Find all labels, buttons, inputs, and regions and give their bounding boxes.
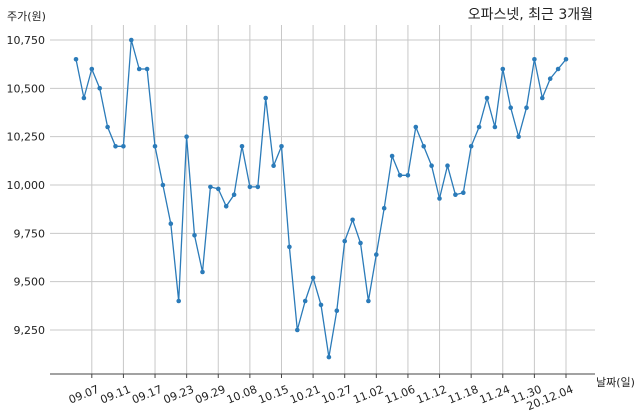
y-tick-label: 9,250 bbox=[14, 324, 46, 337]
y-tick-labels: 9,250 9,500 9,750 10,000 10,250 10,500 10,750 bbox=[7, 34, 46, 337]
x-tick-label: 10.08 bbox=[225, 383, 259, 407]
data-point bbox=[160, 182, 166, 188]
y-tick-label: 10,250 bbox=[7, 131, 46, 144]
x-tick-label: 10.15 bbox=[257, 383, 291, 407]
y-tick-label: 10,750 bbox=[7, 34, 46, 47]
data-point bbox=[239, 144, 245, 149]
data-point bbox=[381, 205, 387, 211]
data-point bbox=[302, 298, 308, 304]
data-point bbox=[374, 252, 379, 257]
data-point bbox=[192, 233, 197, 238]
data-point bbox=[555, 66, 561, 72]
data-point bbox=[405, 173, 411, 178]
data-point bbox=[334, 308, 340, 314]
data-point bbox=[326, 354, 332, 360]
data-point bbox=[532, 57, 537, 62]
data-point bbox=[105, 124, 110, 130]
y-tick-label: 9,750 bbox=[14, 227, 46, 240]
data-point bbox=[492, 124, 498, 130]
x-tick-label: 11.18 bbox=[446, 383, 480, 407]
data-point bbox=[208, 184, 213, 190]
data-point bbox=[540, 95, 545, 101]
data-point bbox=[136, 66, 142, 72]
data-point bbox=[279, 144, 284, 149]
x-tick-label: 09.17 bbox=[130, 383, 164, 407]
data-point bbox=[121, 144, 126, 149]
data-point bbox=[342, 238, 348, 244]
data-point bbox=[231, 192, 237, 197]
data-point bbox=[468, 144, 474, 149]
data-point bbox=[389, 153, 395, 159]
y-tick-label: 10,000 bbox=[7, 179, 46, 192]
data-point bbox=[461, 190, 466, 195]
price-line bbox=[75, 39, 567, 358]
data-point bbox=[397, 173, 403, 178]
chart-title: 오파스넷, 최근 3개월 bbox=[468, 7, 593, 23]
data-point bbox=[271, 163, 276, 168]
x-tick-label: 11.06 bbox=[383, 383, 417, 407]
data-point bbox=[184, 134, 189, 139]
x-tick-label: 09.07 bbox=[67, 383, 101, 407]
data-point bbox=[453, 192, 458, 197]
data-point bbox=[223, 204, 229, 209]
data-point bbox=[81, 95, 87, 101]
x-tick-label: 10.27 bbox=[320, 383, 354, 407]
data-point bbox=[318, 302, 324, 308]
y-axis-label: 주가(원) bbox=[7, 10, 46, 23]
data-point bbox=[421, 144, 427, 149]
data-point bbox=[547, 76, 553, 81]
data-point bbox=[524, 105, 529, 110]
x-tick-label: 11.02 bbox=[351, 383, 385, 407]
data-point bbox=[263, 95, 269, 101]
data-point bbox=[216, 186, 221, 192]
data-point bbox=[113, 144, 118, 149]
data-point bbox=[563, 57, 569, 62]
data-point bbox=[144, 66, 150, 72]
data-point bbox=[152, 144, 158, 149]
data-point bbox=[500, 66, 506, 72]
x-tick-label: 11.24 bbox=[478, 383, 512, 407]
x-tick-label: 09.29 bbox=[193, 383, 227, 407]
data-point bbox=[350, 217, 355, 223]
x-tick-label: 11.12 bbox=[415, 383, 449, 407]
data-point bbox=[429, 163, 434, 168]
data-point bbox=[413, 124, 419, 130]
data-point bbox=[358, 240, 363, 246]
x-tick-label: 09.11 bbox=[98, 383, 132, 407]
x-tick-label: 09.23 bbox=[162, 383, 196, 407]
x-tick-labels: 09.0709.1109.1709.2309.2910.0810.1510.21… bbox=[67, 383, 575, 413]
data-point bbox=[200, 269, 205, 275]
data-point bbox=[445, 163, 450, 168]
x-tick-label: 10.21 bbox=[288, 383, 322, 407]
data-point bbox=[168, 221, 174, 226]
data-point bbox=[255, 184, 261, 190]
data-point bbox=[437, 196, 442, 201]
data-point bbox=[484, 95, 490, 101]
y-tick-label: 9,500 bbox=[14, 276, 46, 289]
data-point bbox=[295, 327, 300, 333]
grid-lines bbox=[50, 25, 595, 378]
data-point bbox=[508, 105, 513, 110]
data-point bbox=[129, 37, 134, 43]
data-point bbox=[97, 86, 102, 91]
data-point bbox=[89, 66, 95, 72]
series bbox=[73, 37, 569, 360]
x-axis-label: 날짜(일) bbox=[596, 375, 635, 389]
y-tick-label: 10,500 bbox=[7, 82, 46, 95]
data-point bbox=[247, 184, 253, 190]
data-point bbox=[516, 134, 521, 139]
data-point bbox=[73, 57, 79, 62]
data-point bbox=[366, 298, 371, 304]
data-point bbox=[287, 244, 292, 250]
data-point bbox=[476, 124, 482, 130]
data-point bbox=[176, 298, 181, 304]
data-point bbox=[310, 275, 316, 281]
